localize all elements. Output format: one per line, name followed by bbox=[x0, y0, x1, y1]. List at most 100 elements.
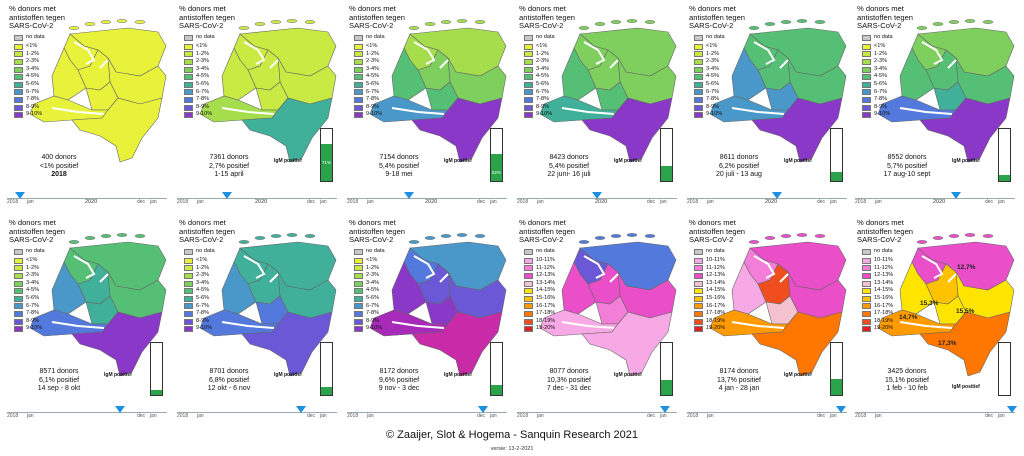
timeline-jan: jan bbox=[875, 199, 882, 205]
legend-item: 6-7% bbox=[184, 89, 215, 97]
legend-swatch bbox=[524, 51, 533, 58]
map-panel: % donors met antistoffen tegen SARS-CoV-… bbox=[514, 216, 680, 424]
legend-swatch bbox=[862, 74, 871, 81]
wadden-island bbox=[626, 233, 638, 237]
timeline-dec: dec bbox=[647, 413, 656, 419]
legend: no data <1% 1-2% 2-3% 3-4% 4-5% 5-6% 6-7% 7-8% 8-… bbox=[694, 34, 725, 119]
wadden-island bbox=[474, 20, 486, 24]
timeline-dec: dec bbox=[137, 199, 146, 205]
legend-swatch bbox=[14, 66, 23, 73]
legend-swatch bbox=[184, 35, 193, 41]
wadden-island bbox=[408, 26, 420, 30]
wadden-island bbox=[116, 19, 128, 23]
legend-swatch bbox=[524, 66, 533, 73]
timeline-jan: jan bbox=[537, 199, 544, 205]
timeline-year-2018: 2018 bbox=[7, 199, 19, 205]
panel-info: 8611 donors 6,2% positief 20 juli - 13 aug bbox=[684, 154, 794, 180]
legend-label: 1-2% bbox=[536, 50, 550, 57]
wadden-island bbox=[238, 240, 250, 244]
water-line bbox=[439, 59, 449, 69]
igm-bar: 30% bbox=[830, 342, 843, 400]
timeline-year-2018: 2018 bbox=[177, 199, 189, 205]
legend-swatch bbox=[862, 66, 871, 73]
legend-label: 5-6% bbox=[366, 80, 380, 87]
legend-item: 3-4% bbox=[354, 280, 385, 288]
igm-bar bbox=[998, 342, 1011, 396]
legend-label: 16-17% bbox=[536, 302, 556, 309]
legend-swatch bbox=[862, 318, 871, 325]
timeline-dec: dec bbox=[985, 199, 994, 205]
timeline-year-2020: 2020 bbox=[85, 199, 98, 205]
legend-item: 4-5% bbox=[14, 73, 45, 81]
legend-item: 1-2% bbox=[14, 51, 45, 59]
legend-swatch bbox=[14, 89, 23, 96]
timeline-marker bbox=[592, 192, 603, 199]
legend-nodata: no data bbox=[694, 248, 725, 256]
timeline-year-2020: 2020 bbox=[933, 199, 946, 205]
legend-label: <1% bbox=[26, 43, 38, 49]
legend-label: 8-9% bbox=[366, 317, 380, 324]
wadden-island bbox=[84, 22, 96, 26]
legend-swatch bbox=[14, 310, 23, 317]
legend-swatch bbox=[524, 303, 533, 310]
legend-swatch bbox=[862, 257, 871, 264]
map-region bbox=[899, 47, 935, 101]
netherlands-map bbox=[199, 19, 337, 163]
legend-item: 2-3% bbox=[354, 58, 385, 66]
legend-swatch bbox=[14, 326, 23, 333]
wadden-island bbox=[982, 234, 994, 238]
legend-swatch bbox=[694, 295, 703, 302]
legend-item: 9-10% bbox=[694, 111, 725, 119]
legend-label: 4-5% bbox=[196, 287, 210, 294]
igm-percentage: 28% bbox=[662, 396, 672, 402]
panel-info: 400 donors <1% positief 2018 bbox=[4, 154, 114, 180]
legend-item: 6-7% bbox=[354, 89, 385, 97]
igm-percentage: 28% bbox=[662, 182, 672, 188]
legend-item: 10-11% bbox=[862, 257, 893, 265]
legend-label: 6-7% bbox=[196, 302, 210, 309]
legend-label: 9-10% bbox=[706, 111, 723, 118]
legend-swatch bbox=[524, 288, 533, 295]
legend-item: 3-4% bbox=[184, 280, 215, 288]
igm-bar-fill: 20% bbox=[491, 384, 502, 406]
legend-swatch bbox=[694, 288, 703, 295]
legend-label: 18-19% bbox=[536, 317, 556, 324]
timeline-line bbox=[7, 412, 167, 413]
legend-swatch bbox=[862, 303, 871, 310]
legend-item: 5-6% bbox=[184, 295, 215, 303]
timeline-jan: jan bbox=[707, 413, 714, 419]
panel-title: % donors met antistoffen tegen SARS-CoV-… bbox=[689, 218, 746, 245]
igm-label: IgM positief bbox=[784, 372, 812, 378]
legend-swatch bbox=[354, 257, 363, 264]
sample-period: 1 feb - 10 feb bbox=[886, 385, 928, 393]
legend-swatch bbox=[524, 43, 533, 50]
legend-item: 8-9% bbox=[862, 104, 893, 112]
legend-item: 19-20% bbox=[524, 325, 555, 333]
legend-label: 1-2% bbox=[196, 264, 210, 271]
legend-item: 8-9% bbox=[354, 104, 385, 112]
legend-label: 9-10% bbox=[26, 111, 43, 118]
legend-swatch bbox=[694, 66, 703, 73]
sample-period: 2018 bbox=[51, 171, 67, 179]
legend-swatch bbox=[694, 257, 703, 264]
positive-rate: 5,4% positief bbox=[378, 162, 420, 170]
legend-item: <1% bbox=[184, 257, 215, 265]
legend-label: no data bbox=[706, 34, 725, 41]
panel-title: % donors met antistoffen tegen SARS-CoV-… bbox=[9, 218, 66, 245]
legend-label: 8-9% bbox=[366, 103, 380, 110]
igm-percentage: 71% bbox=[322, 160, 332, 166]
legend-label: 2-3% bbox=[874, 58, 888, 65]
legend-swatch bbox=[354, 310, 363, 317]
igm-bar: 18% bbox=[830, 128, 843, 193]
legend-item: 7-8% bbox=[862, 96, 893, 104]
igm-label: IgM positief bbox=[952, 384, 980, 390]
legend-swatch bbox=[862, 43, 871, 50]
legend: no data <1% 1-2% 2-3% 3-4% 4-5% 5-6% 6-7% 7-8% 8-… bbox=[14, 34, 45, 119]
legend-swatch bbox=[14, 104, 23, 111]
legend-label: no data bbox=[536, 34, 555, 41]
map-panel: % donors met antistoffen tegen SARS-CoV-… bbox=[174, 2, 340, 210]
legend-swatch bbox=[862, 104, 871, 111]
igm-percentage: 30% bbox=[832, 395, 842, 401]
legend-label: 8-9% bbox=[26, 103, 40, 110]
water-line bbox=[413, 41, 436, 65]
